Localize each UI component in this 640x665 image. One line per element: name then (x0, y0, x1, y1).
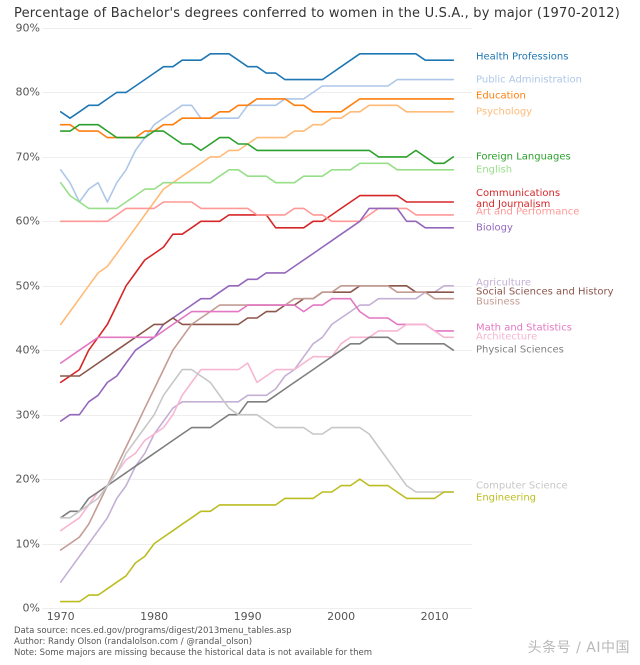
y-tick-label: 0% (4, 602, 40, 615)
series-line (61, 196, 454, 383)
series-label: Psychology (476, 106, 532, 117)
series-line (61, 324, 454, 530)
y-tick-label: 90% (4, 22, 40, 35)
x-tick-label: 1990 (234, 610, 262, 623)
series-label: Physical Sciences (476, 345, 564, 356)
plot-area (42, 28, 472, 608)
x-tick-label: 2000 (327, 610, 355, 623)
chart-title: Percentage of Bachelor's degrees conferr… (14, 6, 620, 21)
series-label: Public Administration (476, 74, 582, 85)
series-label: Architecture (476, 332, 537, 343)
x-tick-label: 2010 (421, 610, 449, 623)
series-label: Engineering (476, 493, 536, 504)
series-label: Education (476, 90, 526, 101)
series-label: Foreign Languages (476, 151, 571, 162)
series-line (61, 202, 454, 221)
series-line (61, 80, 454, 202)
y-tick-label: 10% (4, 537, 40, 550)
series-label: Biology (476, 222, 513, 233)
line-series-group (42, 28, 472, 608)
chart-container: Percentage of Bachelor's degrees conferr… (0, 0, 640, 665)
footer-line-note: Note: Some majors are missing because th… (14, 648, 372, 659)
footer-line-author: Author: Randy Olson (randalolson.com / @… (14, 637, 372, 648)
series-label: Business (476, 296, 520, 307)
series-line (61, 286, 454, 550)
series-line (61, 479, 454, 601)
x-tick-label: 1970 (47, 610, 75, 623)
series-label: Computer Science (476, 480, 568, 491)
y-tick-label: 20% (4, 473, 40, 486)
chart-footer: Data source: nces.ed.gov/programs/digest… (14, 626, 372, 659)
y-tick-label: 30% (4, 408, 40, 421)
y-tick-label: 70% (4, 150, 40, 163)
y-tick-label: 50% (4, 279, 40, 292)
y-tick-label: 60% (4, 215, 40, 228)
y-tick-label: 40% (4, 344, 40, 357)
gridline (42, 608, 472, 609)
series-line (61, 54, 454, 118)
x-tick-label: 1980 (140, 610, 168, 623)
series-line (61, 163, 454, 208)
series-label: English (476, 164, 512, 175)
series-label: Health Professions (476, 52, 568, 63)
footer-line-source: Data source: nces.ed.gov/programs/digest… (14, 626, 372, 637)
series-label: Art and Performance (476, 206, 579, 217)
series-line (61, 125, 454, 164)
y-tick-label: 80% (4, 86, 40, 99)
series-line (61, 208, 454, 421)
watermark: 头条号 / AI中国 (528, 637, 630, 657)
